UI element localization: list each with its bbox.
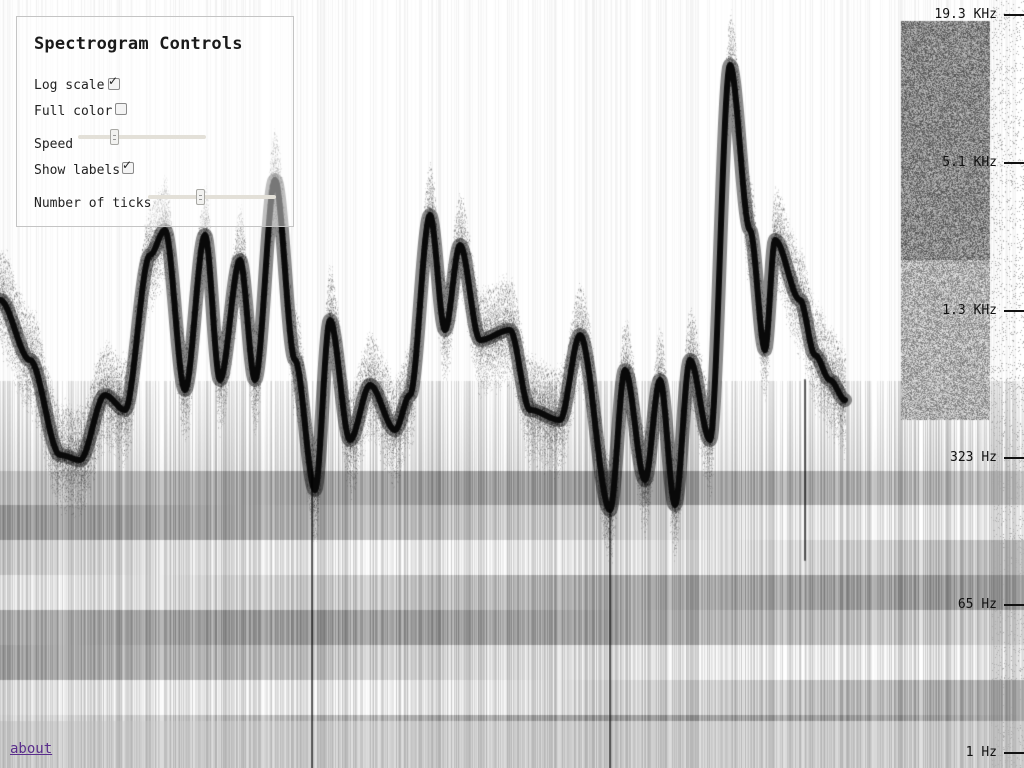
number-of-ticks-label: Number of ticks (34, 196, 152, 211)
number-of-ticks-slider-handle[interactable] (196, 189, 205, 205)
checkmark-icon: ✓ (122, 158, 133, 172)
tick-mark (1004, 752, 1024, 754)
tick-mark (1004, 457, 1024, 459)
show-labels-checkbox[interactable]: ✓ (122, 158, 134, 174)
speed-slider[interactable] (78, 129, 206, 145)
tick-label-1-3-khz: 1.3 KHz (942, 303, 997, 318)
tick-label-1-hz: 1 Hz (965, 745, 997, 760)
log-scale-checkbox[interactable]: ✓ (108, 74, 120, 90)
tick-mark (1004, 162, 1024, 164)
tick-mark (1004, 604, 1024, 606)
checkmark-icon: ✓ (108, 74, 119, 88)
log-scale-label: Log scale (34, 78, 105, 93)
show-labels-label: Show labels (34, 163, 121, 178)
speed-slider-handle[interactable] (110, 129, 119, 145)
tick-label-19-3-khz: 19.3 KHz (934, 7, 997, 22)
tick-label-5-1-khz: 5.1 KHz (942, 155, 997, 170)
controls-title: Spectrogram Controls (34, 34, 243, 54)
number-of-ticks-slider[interactable] (148, 189, 276, 205)
about-link[interactable]: about (10, 741, 53, 757)
tick-label-323-hz: 323 Hz (950, 450, 997, 465)
tick-mark (1004, 310, 1024, 312)
full-color-checkbox[interactable] (115, 103, 127, 115)
tick-label-65-hz: 65 Hz (957, 597, 997, 612)
full-color-label: Full color (34, 104, 113, 119)
speed-label: Speed (34, 137, 74, 152)
tick-mark (1004, 14, 1024, 16)
controls-panel: Spectrogram Controls Log scale ✓ Full co… (16, 16, 294, 227)
